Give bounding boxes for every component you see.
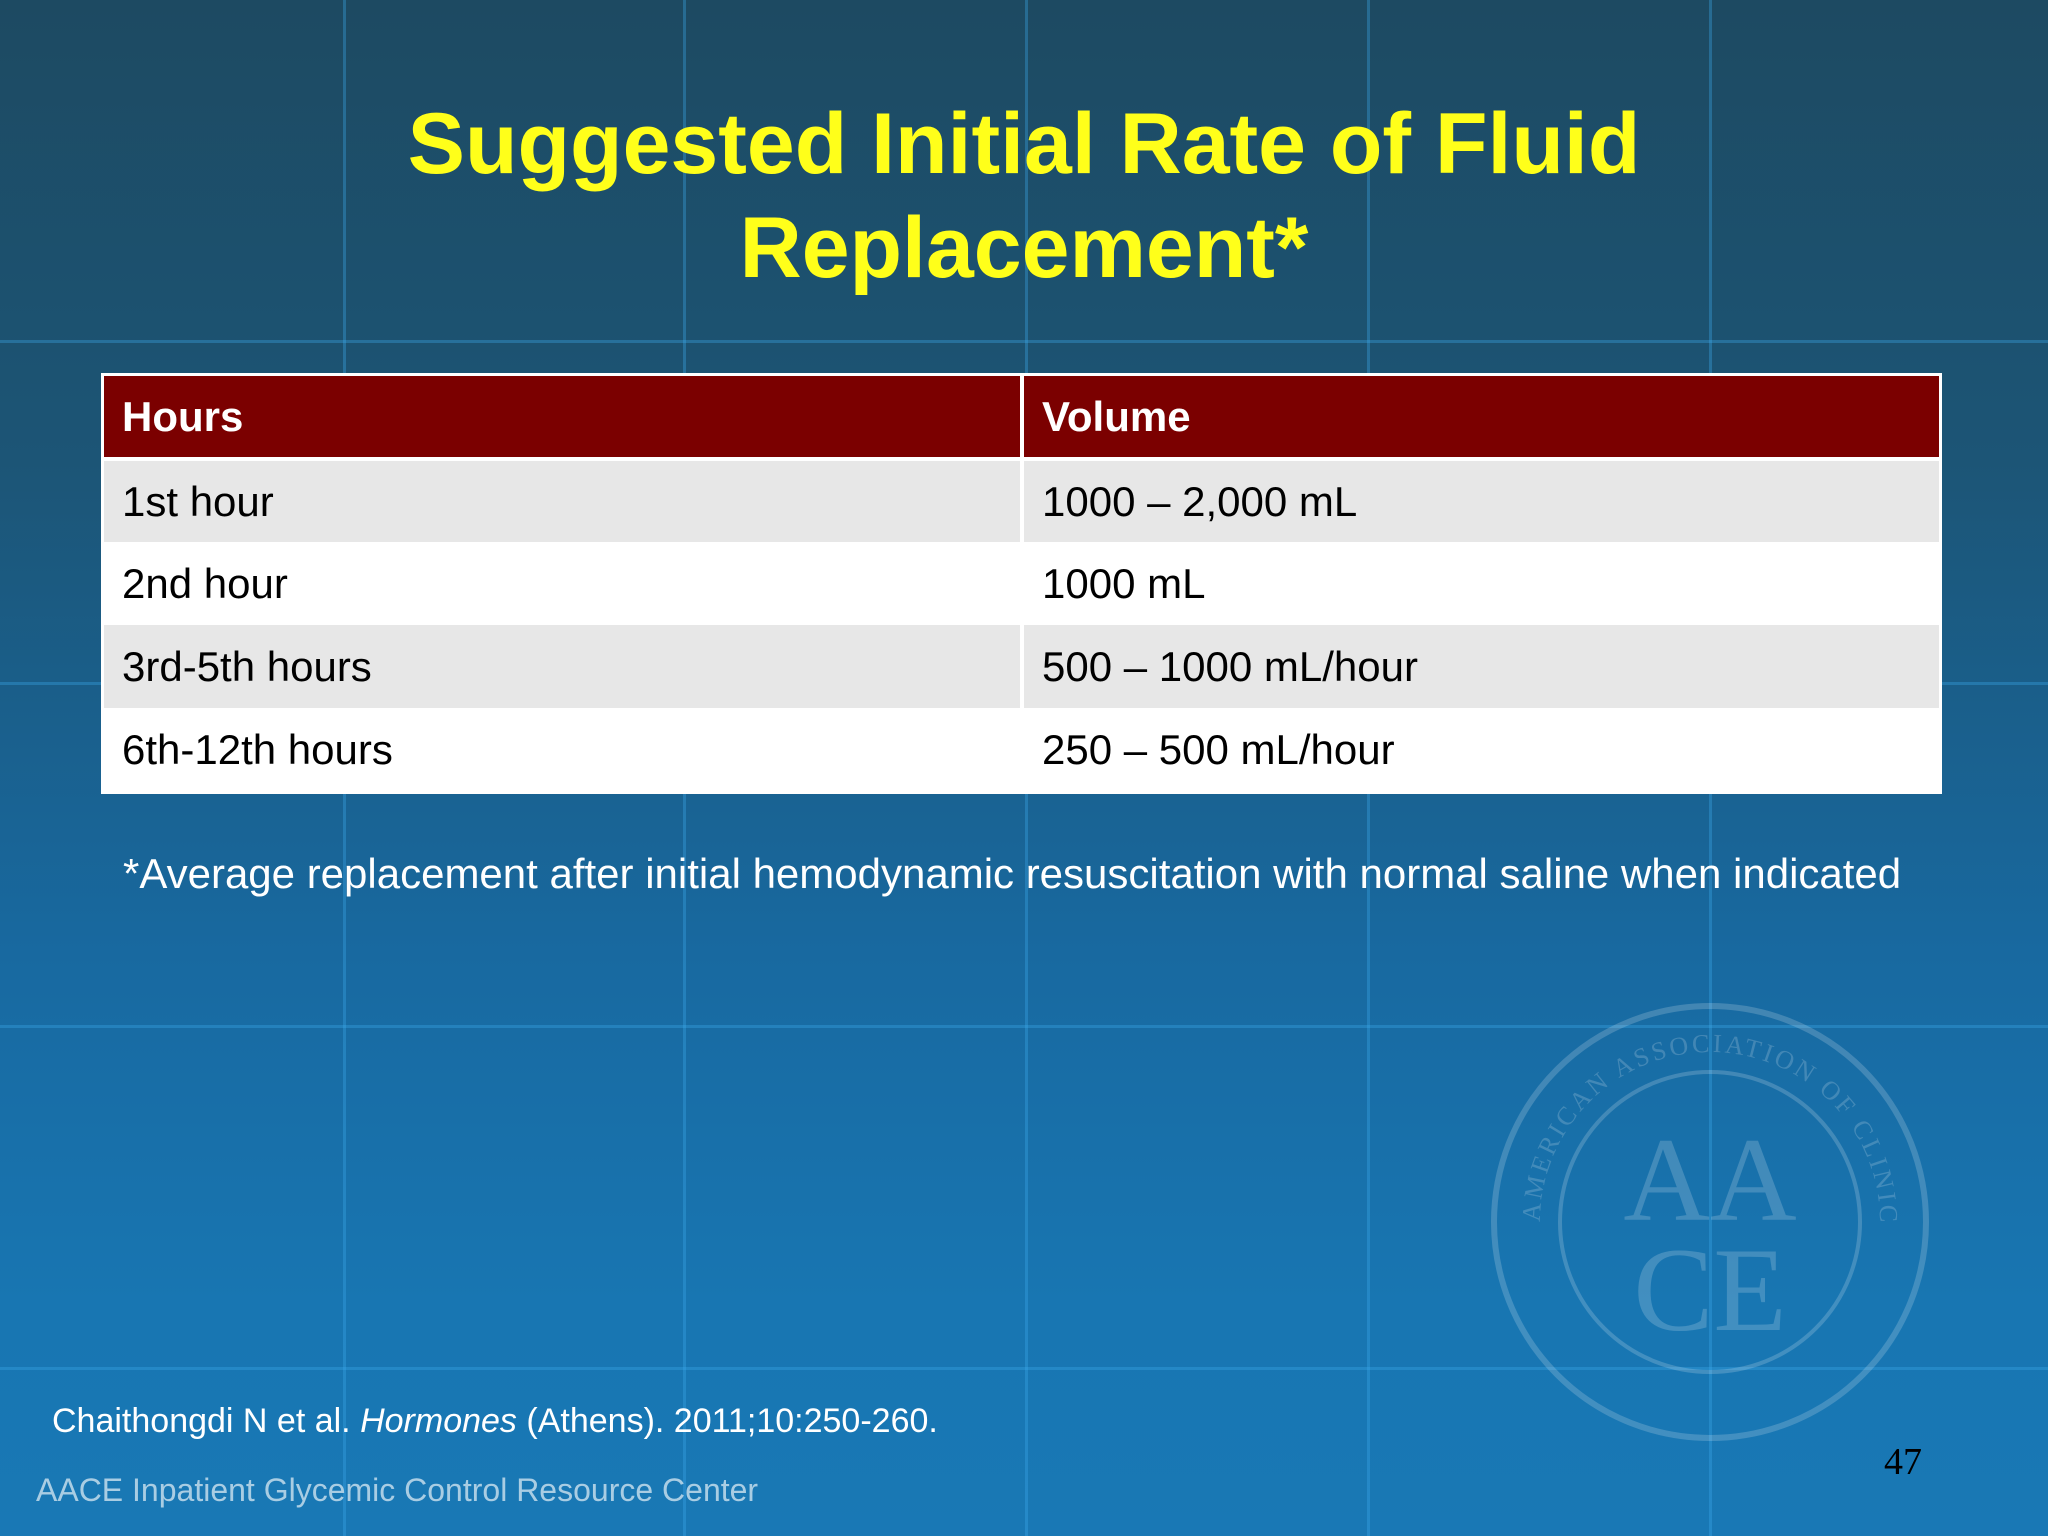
slide-title: Suggested Initial Rate of Fluid Replacem… [407,96,1641,296]
citation-journal: Hormones [360,1402,517,1440]
seal-monogram-bottom: CE [1633,1223,1786,1356]
cell-volume: 1000 – 2,000 mL [1022,459,1939,542]
header-volume: Volume [1022,376,1939,461]
resource-center-label: AACE Inpatient Glycemic Control Resource… [36,1472,759,1508]
cell-volume: 1000 mL [1022,542,1939,625]
cell-hours: 1st hour [104,459,1024,542]
cell-hours: 2nd hour [104,542,1024,625]
table-header-row: Hours Volume [104,376,1939,461]
citation-authors: Chaithongdi N et al. [52,1402,351,1440]
footnote: *Average replacement after initial hemod… [123,850,1902,897]
cell-volume: 500 – 1000 mL/hour [1022,625,1939,708]
table-row: 1st hour 1000 – 2,000 mL [104,459,1939,542]
table-row: 3rd-5th hours 500 – 1000 mL/hour [104,625,1939,708]
citation: Chaithongdi N et al. Hormones (Athens). … [52,1402,938,1441]
cell-hours: 3rd-5th hours [104,625,1024,708]
seal-monogram-top: AA [1623,1113,1796,1246]
citation-details: (Athens). 2011;10:250-260. [526,1402,938,1440]
table-row: 6th-12th hours 250 – 500 mL/hour [104,708,1939,791]
cell-hours: 6th-12th hours [104,708,1024,791]
cell-volume: 250 – 500 mL/hour [1022,708,1939,791]
fluid-rate-table: Hours Volume 1st hour 1000 – 2,000 mL 2n… [101,373,1942,794]
page-number: 47 [1884,1441,1922,1483]
header-hours: Hours [104,376,1024,461]
table-row: 2nd hour 1000 mL [104,542,1939,625]
aace-seal-watermark: AMERICAN ASSOCIATION OF CLINICAL ENDOCRI… [1488,1000,1929,1441]
